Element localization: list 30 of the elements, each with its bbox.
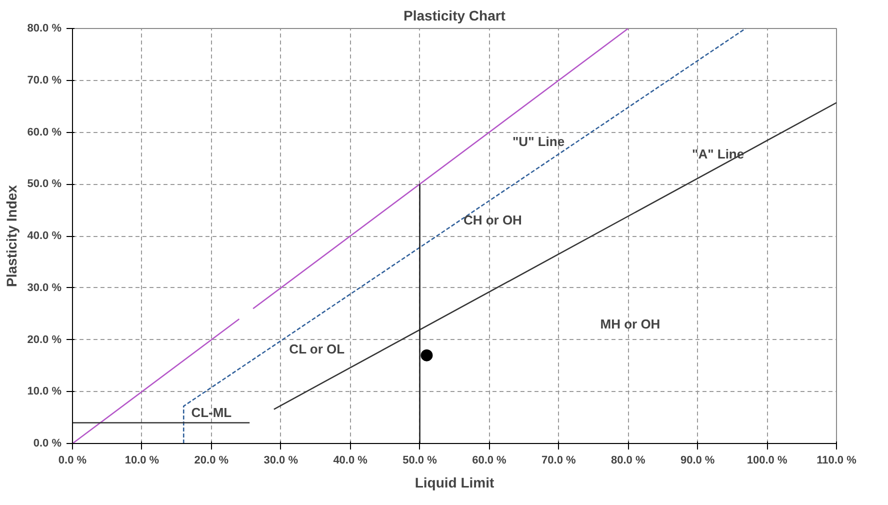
y-tick-label: 50.0 % — [27, 178, 62, 190]
annotation: CH or OH — [463, 212, 522, 228]
x-axis-title: Liquid Limit — [414, 474, 494, 490]
y-tick-label: 70.0 % — [27, 74, 62, 86]
x-tick-label: 70.0 % — [542, 454, 576, 466]
x-tick-label: 50.0 % — [402, 454, 438, 466]
x-tick-label: 10.0 % — [124, 454, 160, 466]
y-tick-label: 10.0 % — [27, 386, 62, 398]
annotation: CL-ML — [191, 405, 232, 420]
annotation: CL or OL — [289, 341, 345, 356]
y-tick-label: 40.0 % — [27, 230, 62, 242]
y-tick-label: 0.0 % — [33, 438, 62, 450]
chart-title: Plasticity Chart — [404, 8, 506, 24]
x-tick-label: 20.0 % — [194, 454, 229, 466]
annotation: "A" Line — [692, 146, 744, 162]
y-tick-label: 80.0 % — [27, 22, 62, 34]
x-tick-label: 80.0 % — [611, 454, 646, 466]
x-tick-label: 100.0 % — [746, 454, 788, 466]
x-tick-label: 60.0 % — [472, 454, 507, 466]
annotation: MH or OH — [600, 316, 660, 332]
annotation: "U" Line — [512, 134, 565, 149]
x-tick-label: 90.0 % — [680, 454, 715, 466]
y-tick-label: 60.0 % — [27, 126, 62, 138]
x-tick-label: 30.0 % — [264, 454, 298, 466]
x-tick-label: 110.0 % — [816, 454, 857, 466]
y-tick-label: 20.0 % — [27, 334, 62, 346]
y-tick-label: 30.0 % — [27, 282, 62, 294]
x-tick-label: 40.0 % — [333, 454, 368, 466]
x-tick-label: 0.0 % — [58, 454, 87, 466]
y-axis-title: Plasticity Index — [3, 184, 20, 287]
